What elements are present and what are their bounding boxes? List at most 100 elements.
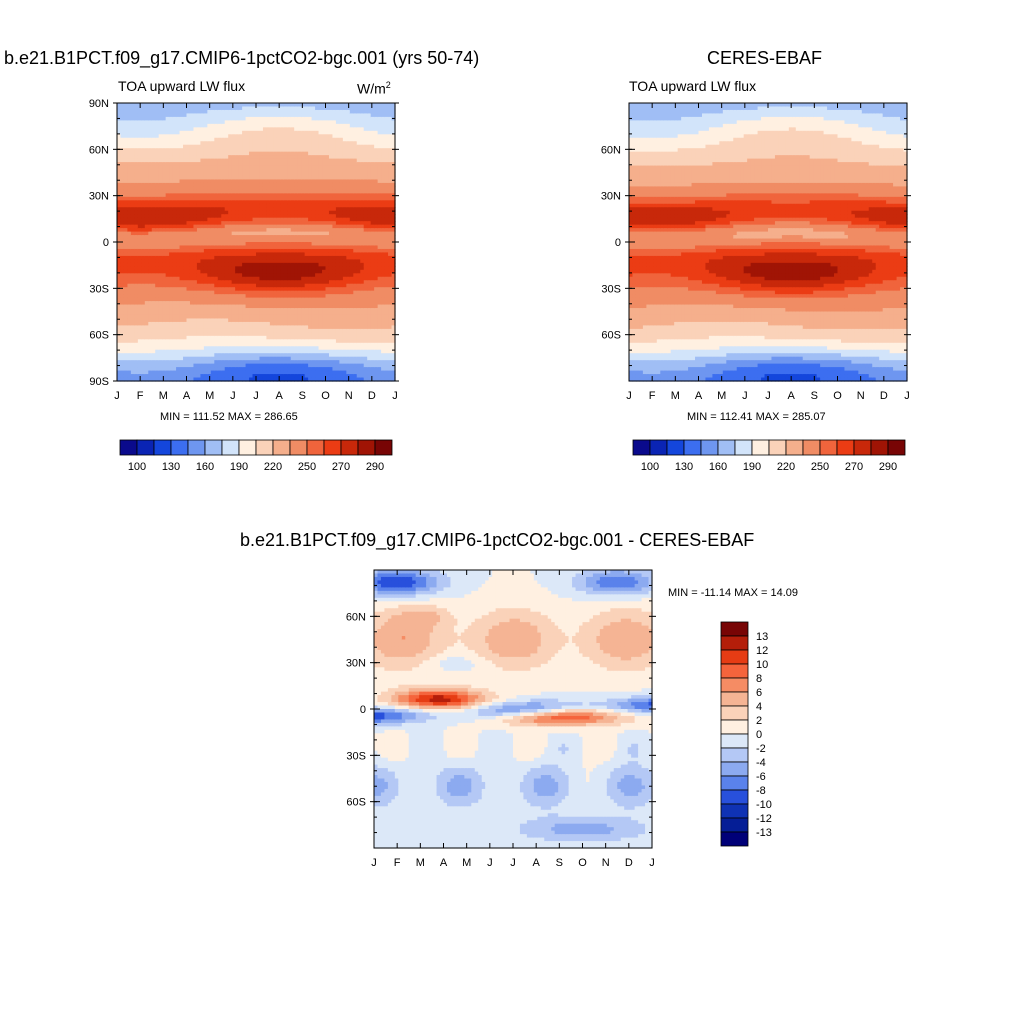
heatmap-cell <box>179 109 184 115</box>
heatmap-cell <box>193 148 198 153</box>
heatmap-cell <box>328 287 334 292</box>
heatmap-cell <box>273 308 278 313</box>
heatmap-cell <box>120 103 125 108</box>
heatmap-cell <box>318 182 323 187</box>
heatmap-cell <box>262 363 268 368</box>
heatmap-cell <box>120 203 125 208</box>
heatmap-cell <box>283 287 288 292</box>
heatmap-cell <box>217 238 222 243</box>
heatmap-cell <box>130 290 135 295</box>
heatmap-cell <box>179 120 184 125</box>
heatmap-cell <box>315 318 320 323</box>
heatmap-cell <box>141 318 146 323</box>
heatmap-cell <box>238 151 243 156</box>
heatmap-cell <box>172 318 177 323</box>
heatmap-cell <box>151 287 156 292</box>
heatmap-cell <box>120 196 125 201</box>
heatmap-cell <box>189 242 195 247</box>
heatmap-cell <box>301 151 306 156</box>
heatmap-cell <box>186 179 191 184</box>
heatmap-cell <box>141 235 146 240</box>
heatmap-cell <box>169 217 174 222</box>
heatmap-cell <box>221 259 226 264</box>
heatmap-cell <box>210 127 215 132</box>
heatmap-cell <box>262 273 268 278</box>
heatmap-cell <box>242 210 247 215</box>
heatmap-cell <box>311 193 316 198</box>
heatmap-cell <box>148 155 153 160</box>
heatmap-cell <box>137 193 142 198</box>
heatmap-cell <box>141 287 146 292</box>
heatmap-cell <box>193 231 198 236</box>
heatmap-cell <box>304 207 309 212</box>
heatmap-cell <box>214 109 219 115</box>
heatmap-cell <box>176 151 181 156</box>
heatmap-cell <box>221 276 226 281</box>
heatmap-cell <box>148 179 153 184</box>
heatmap-cell <box>151 245 156 250</box>
heatmap-cell <box>172 287 177 292</box>
heatmap-cell <box>117 283 122 288</box>
heatmap-cell <box>137 221 142 226</box>
heatmap-cell <box>315 332 320 337</box>
heatmap-cell <box>273 280 278 285</box>
heatmap-cell <box>280 228 285 233</box>
heatmap-cell <box>235 290 240 295</box>
heatmap-cell <box>186 280 191 285</box>
heatmap-cell <box>186 137 191 142</box>
heatmap-cell <box>162 137 167 142</box>
heatmap-cell <box>176 308 181 313</box>
heatmap-cell <box>165 214 170 219</box>
heatmap-cell <box>318 144 323 149</box>
heatmap-cell <box>238 103 243 108</box>
heatmap-cell <box>238 294 243 299</box>
heatmap-cell <box>203 172 208 177</box>
heatmap-cell <box>200 248 205 254</box>
heatmap-cell <box>221 245 226 250</box>
heatmap-cell <box>224 165 229 170</box>
heatmap-cell <box>259 172 264 177</box>
heatmap-cell <box>179 297 184 302</box>
heatmap-cell <box>235 276 240 281</box>
heatmap-cell <box>203 242 208 247</box>
heatmap-cell <box>127 165 132 170</box>
heatmap-cell <box>294 297 299 302</box>
heatmap-cell <box>322 304 327 309</box>
heatmap-cell <box>266 162 271 167</box>
heatmap-cell <box>155 193 160 198</box>
heatmap-cell <box>287 269 292 274</box>
heatmap-cell <box>252 259 257 264</box>
heatmap-cell <box>262 127 268 132</box>
heatmap-cell <box>120 290 125 295</box>
heatmap-cell <box>207 123 212 128</box>
heatmap-cell <box>130 311 135 316</box>
heatmap-cell <box>196 287 202 292</box>
heatmap-cell <box>203 269 208 274</box>
heatmap-cell <box>130 123 135 128</box>
heatmap-cell <box>315 116 320 121</box>
heatmap-cell <box>290 214 295 219</box>
heatmap-cell <box>262 228 268 233</box>
heatmap-cell <box>148 175 153 181</box>
heatmap-cell <box>210 175 215 181</box>
heatmap-cell <box>318 252 323 257</box>
heatmap-cell <box>127 287 132 292</box>
heatmap-cell <box>210 308 215 313</box>
heatmap-cell <box>141 103 146 108</box>
heatmap-cell <box>311 182 316 187</box>
heatmap-cell <box>141 259 146 264</box>
heatmap-cell <box>117 318 122 323</box>
heatmap-cell <box>262 203 268 208</box>
heatmap-cell <box>283 165 288 170</box>
heatmap-cell <box>117 314 122 320</box>
heatmap-cell <box>238 116 243 121</box>
heatmap-cell <box>179 179 184 184</box>
heatmap-cell <box>144 297 149 302</box>
heatmap-cell <box>224 314 229 320</box>
heatmap-cell <box>134 137 139 142</box>
heatmap-cell <box>273 356 278 361</box>
heatmap-cell <box>123 242 129 247</box>
heatmap-cell <box>328 109 334 115</box>
heatmap-cell <box>203 235 208 240</box>
heatmap-cell <box>210 266 215 271</box>
